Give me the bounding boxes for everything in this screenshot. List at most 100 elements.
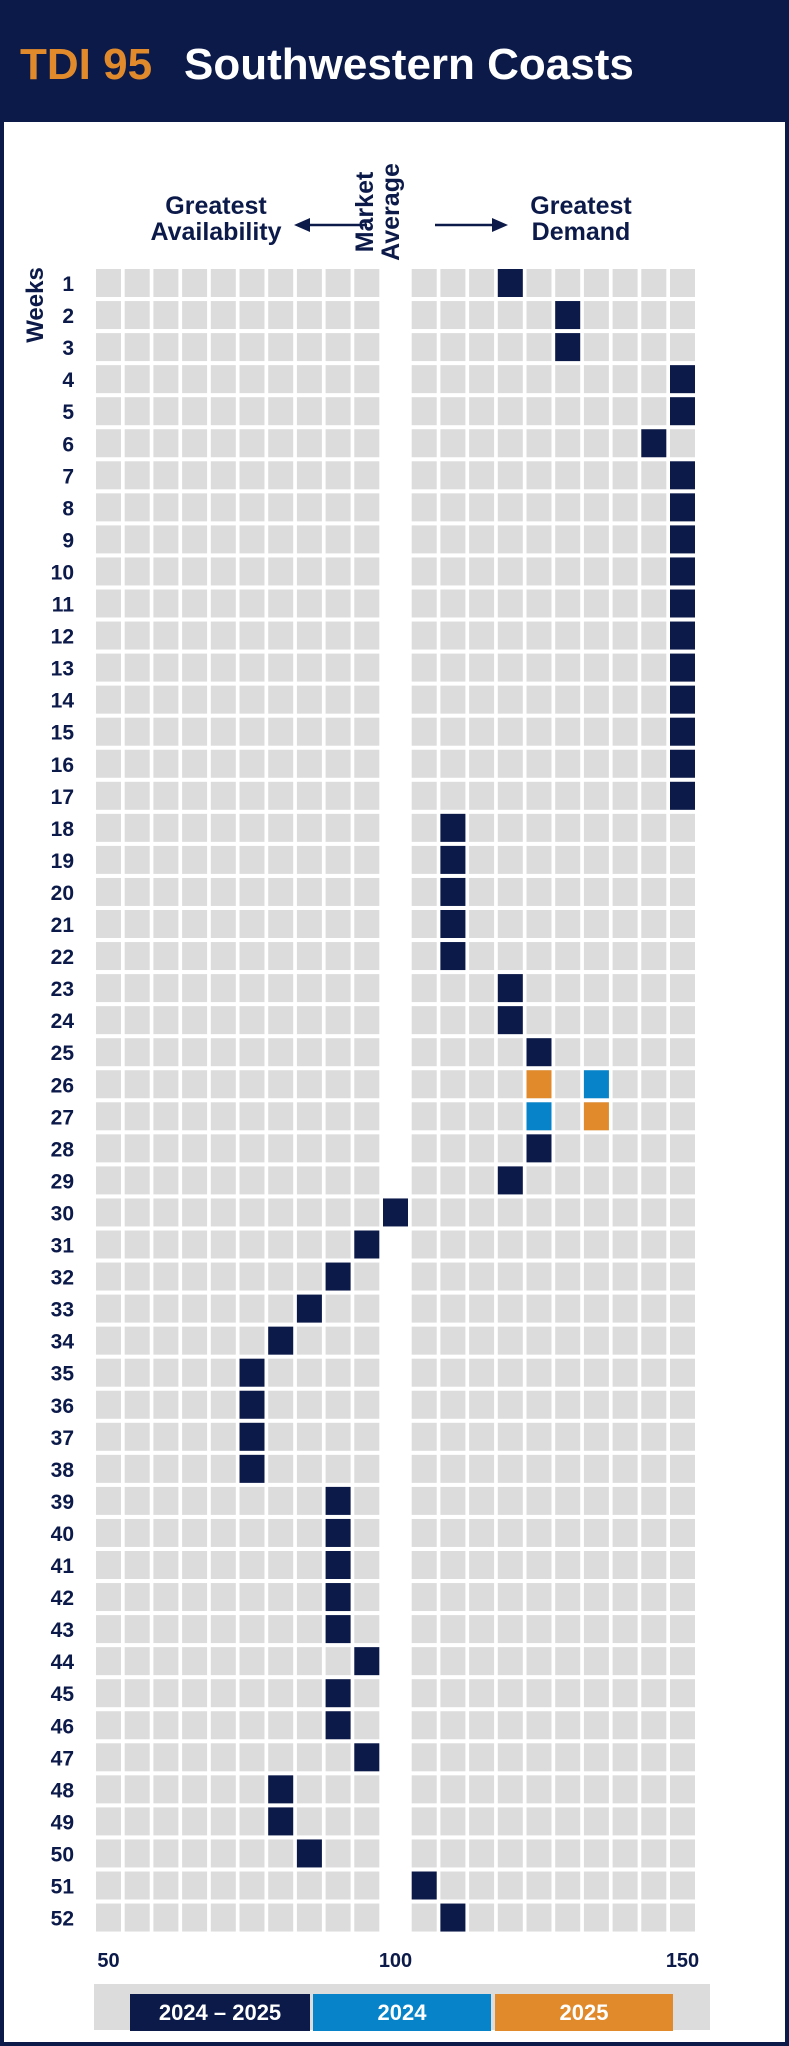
grid-cell xyxy=(153,621,179,650)
grid-cell xyxy=(210,877,236,906)
grid-cell xyxy=(670,1166,695,1195)
data-mark xyxy=(268,1775,294,1804)
grid-cell xyxy=(469,1647,495,1676)
grid-cell xyxy=(182,877,208,906)
greatest-demand-label: Greatest Demand xyxy=(530,192,632,246)
grid-cell xyxy=(641,1294,667,1323)
grid-cell xyxy=(153,877,179,906)
week-tick-label: 15 xyxy=(51,722,75,745)
data-mark xyxy=(670,557,695,586)
grid-cell xyxy=(210,1775,236,1804)
grid-cell xyxy=(469,1871,495,1900)
grid-cell xyxy=(210,1102,236,1131)
grid-cell xyxy=(555,1711,581,1740)
grid-cell xyxy=(583,301,609,330)
grid-cell xyxy=(469,1711,495,1740)
grid-cell xyxy=(641,974,667,1003)
grid-cell xyxy=(182,1198,208,1227)
grid-cell xyxy=(182,1102,208,1131)
data-mark xyxy=(440,942,466,971)
grid-cell xyxy=(239,1775,265,1804)
grid-cell xyxy=(583,1006,609,1035)
grid-cell xyxy=(583,269,609,297)
grid-cell xyxy=(612,1807,638,1836)
grid-cell xyxy=(296,749,322,778)
grid-cell xyxy=(210,1422,236,1451)
grid-cell xyxy=(210,1903,236,1932)
grid-cell xyxy=(354,301,380,330)
grid-cell xyxy=(526,813,552,842)
grid-cell xyxy=(612,461,638,490)
grid-cell xyxy=(583,1198,609,1227)
grid-cell xyxy=(497,493,523,522)
grid-cell xyxy=(210,1006,236,1035)
grid-cell xyxy=(124,493,150,522)
grid-cell xyxy=(325,1358,351,1387)
grid-cell xyxy=(411,1743,437,1772)
grid-cell xyxy=(555,1038,581,1067)
grid-cell xyxy=(268,717,294,746)
grid-cell xyxy=(124,1551,150,1579)
grid-cell xyxy=(612,1070,638,1099)
grid-cell xyxy=(641,942,667,971)
grid-cell xyxy=(182,397,208,426)
data-mark xyxy=(670,653,695,682)
grid-cell xyxy=(124,1038,150,1067)
grid-cell xyxy=(268,653,294,682)
grid-cell xyxy=(239,1326,265,1355)
grid-cell xyxy=(268,1903,294,1932)
grid-cell xyxy=(354,1454,380,1483)
grid-cell xyxy=(497,1358,523,1387)
grid-cell xyxy=(96,1647,121,1676)
grid-cell xyxy=(210,1358,236,1387)
grid-cell xyxy=(268,1871,294,1900)
grid-cell xyxy=(526,1006,552,1035)
grid-cell xyxy=(411,1230,437,1259)
grid-cell xyxy=(583,621,609,650)
grid-cell xyxy=(670,1454,695,1483)
grid-cell xyxy=(612,589,638,618)
grid-cell xyxy=(497,1134,523,1163)
grid-cell xyxy=(411,685,437,714)
grid-cell xyxy=(526,877,552,906)
grid-cell xyxy=(612,1006,638,1035)
grid-cell xyxy=(612,397,638,426)
grid-cell xyxy=(96,1839,121,1868)
grid-cell xyxy=(440,1038,466,1067)
grid-cell xyxy=(354,1390,380,1419)
grid-cell xyxy=(612,493,638,522)
grid-cell xyxy=(239,717,265,746)
data-mark xyxy=(239,1454,265,1483)
grid-cell xyxy=(411,1839,437,1868)
grid-cell xyxy=(583,717,609,746)
grid-cell xyxy=(555,1390,581,1419)
grid-cell xyxy=(526,365,552,394)
grid-cell xyxy=(268,1230,294,1259)
grid-cell xyxy=(641,1230,667,1259)
grid-cell xyxy=(641,1102,667,1131)
grid-cell xyxy=(182,1262,208,1291)
grid-cell xyxy=(555,1903,581,1932)
grid-cell xyxy=(325,1006,351,1035)
data-mark xyxy=(268,1326,294,1355)
grid-cell xyxy=(469,685,495,714)
grid-cell xyxy=(497,589,523,618)
grid-cell xyxy=(296,525,322,554)
grid-cell xyxy=(526,1775,552,1804)
grid-cell xyxy=(153,269,179,297)
grid-cell xyxy=(641,653,667,682)
grid-cell xyxy=(296,1518,322,1547)
grid-cell xyxy=(411,1454,437,1483)
grid-cell xyxy=(612,1615,638,1644)
grid-cell xyxy=(555,1070,581,1099)
grid-cell xyxy=(583,1551,609,1579)
week-tick-label: 27 xyxy=(51,1106,74,1129)
grid-cell xyxy=(210,1486,236,1515)
grid-cell xyxy=(497,685,523,714)
grid-cell xyxy=(612,365,638,394)
grid-cell xyxy=(210,653,236,682)
grid-cell xyxy=(612,910,638,938)
grid-cell xyxy=(210,1679,236,1708)
grid-cell xyxy=(469,1070,495,1099)
grid-cell xyxy=(411,1807,437,1836)
